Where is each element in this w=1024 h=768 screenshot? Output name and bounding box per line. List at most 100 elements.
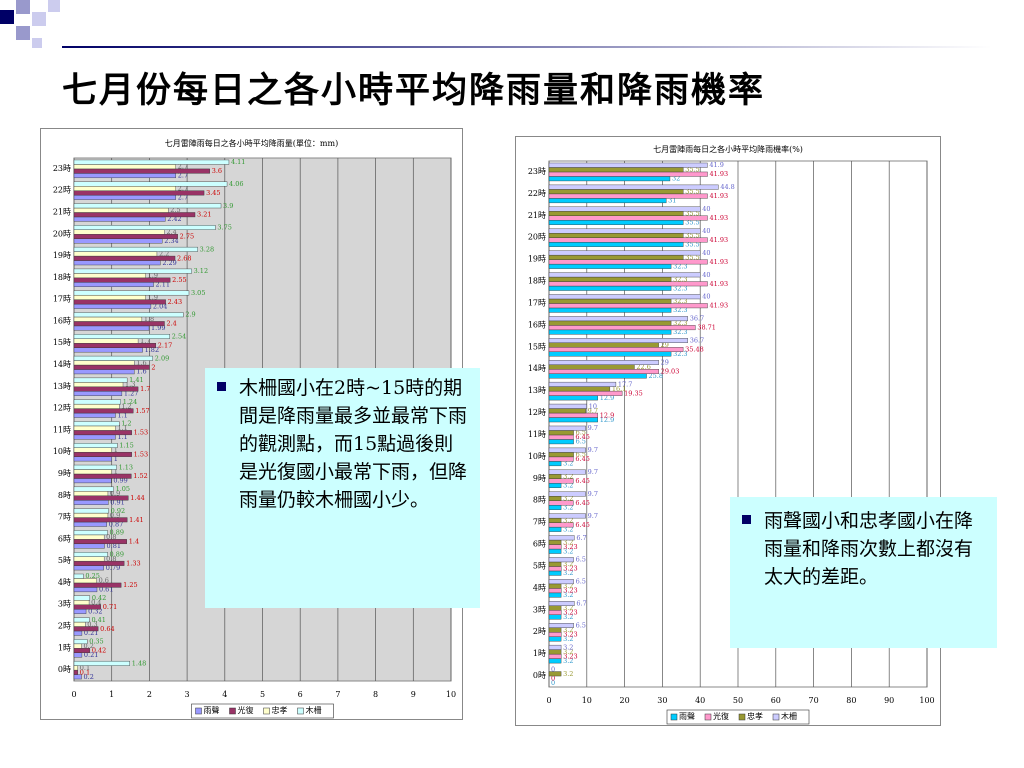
y-tick-label: 19時	[528, 255, 546, 264]
y-tick-label: 19時	[53, 251, 71, 260]
bar	[548, 601, 575, 606]
data-label: 1.57	[135, 407, 149, 415]
y-tick-label: 10時	[528, 452, 546, 461]
bar	[548, 211, 684, 216]
data-label: 35.5	[685, 240, 699, 248]
data-label: 0.21	[84, 651, 98, 659]
chart-title: 七月雷陣雨每日之各小時平均降雨量(單位：mm)	[165, 138, 338, 148]
bar	[73, 303, 152, 309]
y-tick-label: 5時	[533, 561, 546, 570]
bar	[73, 425, 116, 431]
bar	[73, 451, 132, 457]
legend-label: 忠孝	[272, 706, 288, 715]
bar	[73, 617, 90, 623]
bar	[73, 251, 158, 257]
bar	[73, 194, 176, 200]
data-label: 1.27	[124, 390, 138, 398]
bar	[73, 447, 112, 453]
y-tick-label: 3時	[533, 605, 546, 614]
title-rule	[62, 46, 992, 48]
data-label: 41.93	[709, 192, 728, 200]
data-label: 6.5	[576, 578, 586, 586]
bar	[548, 233, 684, 238]
data-label: 0	[551, 665, 555, 673]
data-label: 0.32	[88, 607, 102, 615]
bar	[548, 176, 671, 182]
bar	[548, 351, 672, 357]
bar	[548, 220, 684, 225]
bar	[548, 469, 586, 475]
bar	[73, 338, 139, 344]
data-label: 9.7	[588, 490, 598, 498]
legend-label: 光復	[713, 711, 729, 721]
data-label: 32.3	[673, 284, 687, 292]
data-label: 1.82	[145, 346, 159, 354]
y-tick-label: 17時	[53, 295, 71, 304]
y-tick-label: 15時	[528, 342, 546, 351]
data-label: 3.23	[563, 543, 577, 551]
data-label: 0	[551, 679, 555, 687]
legend-swatch	[229, 707, 236, 715]
bar	[73, 186, 176, 191]
bar	[548, 408, 586, 414]
bar	[73, 173, 176, 179]
y-tick-label: 6時	[533, 540, 546, 549]
bar	[73, 369, 135, 375]
bar	[548, 658, 562, 664]
data-label: 1.15	[119, 441, 133, 449]
data-label: 1.24	[123, 398, 137, 406]
y-tick-label: 13時	[528, 386, 546, 395]
x-tick-label: 10	[446, 690, 456, 699]
bar	[73, 521, 107, 527]
bar	[73, 203, 222, 209]
bar	[73, 399, 121, 405]
data-label: 6.45	[575, 455, 589, 463]
data-label: 0.79	[106, 564, 120, 572]
bar	[548, 557, 574, 563]
bar	[73, 587, 98, 593]
bar	[548, 316, 688, 322]
data-label: 32.3	[673, 306, 687, 314]
y-tick-label: 14時	[528, 364, 546, 373]
x-tick-label: 80	[846, 696, 856, 705]
bar	[548, 198, 667, 204]
data-label: 36.7	[690, 337, 704, 345]
y-tick-label: 15時	[53, 338, 71, 347]
data-label: 1.48	[132, 659, 146, 667]
bar	[548, 439, 574, 445]
data-label: 31	[668, 197, 676, 205]
data-label: 40	[702, 227, 710, 235]
y-tick-label: 13時	[53, 382, 71, 391]
data-label: 6.45	[575, 521, 589, 529]
legend-swatch	[772, 713, 780, 721]
y-tick-label: 11時	[528, 430, 546, 439]
data-label: 1.99	[151, 324, 165, 332]
bar	[73, 543, 105, 549]
bar	[548, 242, 684, 247]
bar	[73, 207, 169, 213]
bar	[548, 535, 575, 541]
bar	[73, 260, 161, 266]
legend-label: 木柵	[781, 711, 797, 721]
legend-swatch	[738, 713, 746, 721]
data-label: 2.7	[178, 184, 188, 192]
bar	[548, 610, 562, 615]
data-label: 3.21	[197, 211, 211, 219]
data-label: 3.2	[563, 473, 573, 481]
bar	[548, 259, 708, 265]
bar	[548, 649, 562, 655]
bar	[548, 517, 562, 523]
data-label: 0.25	[85, 572, 99, 580]
data-label: 1.44	[130, 494, 144, 502]
bar	[73, 464, 117, 470]
bar	[73, 377, 128, 383]
bar	[548, 373, 647, 379]
data-label: 6.5	[576, 429, 586, 437]
legend-swatch	[297, 707, 304, 715]
data-label: 3.12	[194, 267, 208, 275]
y-tick-label: 9時	[533, 474, 546, 483]
bar	[548, 644, 562, 650]
data-label: 3.2	[563, 657, 573, 665]
bar	[73, 556, 105, 562]
data-label: 0.91	[110, 498, 124, 506]
